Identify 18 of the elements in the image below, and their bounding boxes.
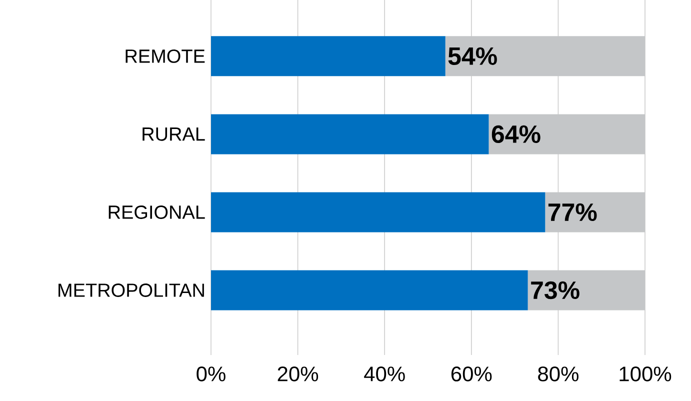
y-tick-label: RURAL [142, 128, 205, 141]
data-label: 73% [531, 281, 580, 300]
y-tick-label: REMOTE [126, 49, 205, 63]
y-tick-label: METROPOLITAN [58, 284, 204, 297]
data-label: 64% [492, 125, 540, 144]
x-tick-label: 40% [364, 366, 405, 382]
bar [211, 192, 546, 232]
bar [211, 270, 528, 310]
bar [211, 114, 489, 154]
y-tick-label: REGIONAL [108, 205, 205, 219]
bar [211, 36, 446, 76]
x-tick-label: 60% [451, 366, 492, 382]
data-label: 77% [548, 203, 597, 222]
x-tick-label: 80% [538, 366, 578, 382]
x-tick-label: 20% [278, 366, 318, 382]
data-label: 54% [448, 47, 497, 65]
x-tick-label: 0% [196, 366, 226, 382]
x-tick-label: 100% [620, 366, 672, 382]
